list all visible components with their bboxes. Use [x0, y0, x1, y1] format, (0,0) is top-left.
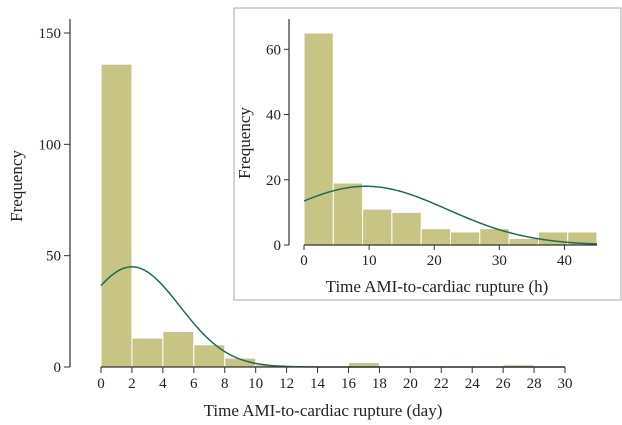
- inset-y-tick-label-1: 20: [266, 173, 281, 189]
- main-x-tick-label-8: 16: [341, 376, 357, 392]
- main-x-tick-label-4: 8: [221, 376, 229, 392]
- inset-x-tick-label-2: 20: [427, 253, 442, 269]
- inset-y-tick-label-2: 40: [266, 108, 281, 124]
- main-y-tick-label-1: 50: [46, 249, 61, 265]
- inset-bar-2: [362, 208, 393, 246]
- inset-bar-5: [450, 231, 481, 246]
- main-y-tick-label-3: 150: [39, 26, 62, 42]
- inset-bar-8: [537, 231, 569, 246]
- main-x-tick-label-2: 4: [159, 376, 167, 392]
- inset-bar-1: [332, 182, 364, 246]
- inset-bar-0: [303, 32, 334, 246]
- main-y-axis-label: Frequency: [7, 150, 26, 222]
- main-y-ticks: 0 50 100 150: [39, 26, 70, 376]
- main-y-tick-label-0: 0: [54, 360, 62, 376]
- inset-bars: [303, 32, 598, 246]
- main-x-tick-label-7: 14: [310, 376, 326, 392]
- inset-bar-7: [508, 237, 539, 246]
- main-x-tick-label-14: 28: [527, 376, 542, 392]
- inset-x-axis-label: Time AMI-to-cardiac rupture (h): [326, 277, 549, 296]
- inset-y-tick-label-3: 60: [266, 42, 281, 58]
- main-bar-1: [131, 337, 164, 368]
- inset-y-ticks: 0 20 40 60: [266, 42, 289, 254]
- inset-x-tick-label-1: 10: [362, 253, 377, 269]
- inset-bar-3: [391, 211, 422, 246]
- main-x-tick-label-3: 6: [190, 376, 198, 392]
- main-x-tick-label-15: 30: [558, 376, 573, 392]
- main-bar-0: [100, 63, 133, 368]
- main-x-tick-label-0: 0: [97, 376, 105, 392]
- inset-frame: [233, 7, 622, 301]
- inset-histogram: 0 20 40 60 0 10 20 30 40 Time AMI-to-cardiac ru…: [233, 7, 622, 301]
- main-x-ticks: 0 2 4 6 8 10 12 14 16 18 20 22 24 26 28 30: [97, 367, 573, 392]
- main-x-tick-label-11: 22: [434, 376, 449, 392]
- main-x-axis-label: Time AMI-to-cardiac rupture (day): [204, 401, 443, 420]
- main-x-tick-label-6: 12: [279, 376, 294, 392]
- main-bar-2: [162, 330, 195, 368]
- inset-x-tick-label-0: 0: [300, 253, 308, 269]
- main-x-tick-label-12: 24: [465, 376, 481, 392]
- main-x-tick-label-13: 26: [496, 376, 512, 392]
- inset-normal-curve: [303, 185, 598, 245]
- main-x-tick-label-9: 18: [372, 376, 387, 392]
- inset-x-tick-label-3: 30: [492, 253, 507, 269]
- inset-y-tick-label-0: 0: [274, 238, 282, 254]
- inset-x-tick-label-4: 40: [557, 253, 572, 269]
- inset-y-axis-label: Frequency: [235, 107, 254, 179]
- main-bars: [100, 63, 535, 368]
- main-x-tick-label-5: 10: [248, 376, 263, 392]
- inset-x-ticks: 0 10 20 30 40: [300, 245, 572, 269]
- main-y-tick-label-2: 100: [39, 137, 62, 153]
- main-x-tick-label-1: 2: [128, 376, 136, 392]
- inset-bar-4: [420, 228, 452, 246]
- main-x-tick-label-10: 20: [403, 376, 418, 392]
